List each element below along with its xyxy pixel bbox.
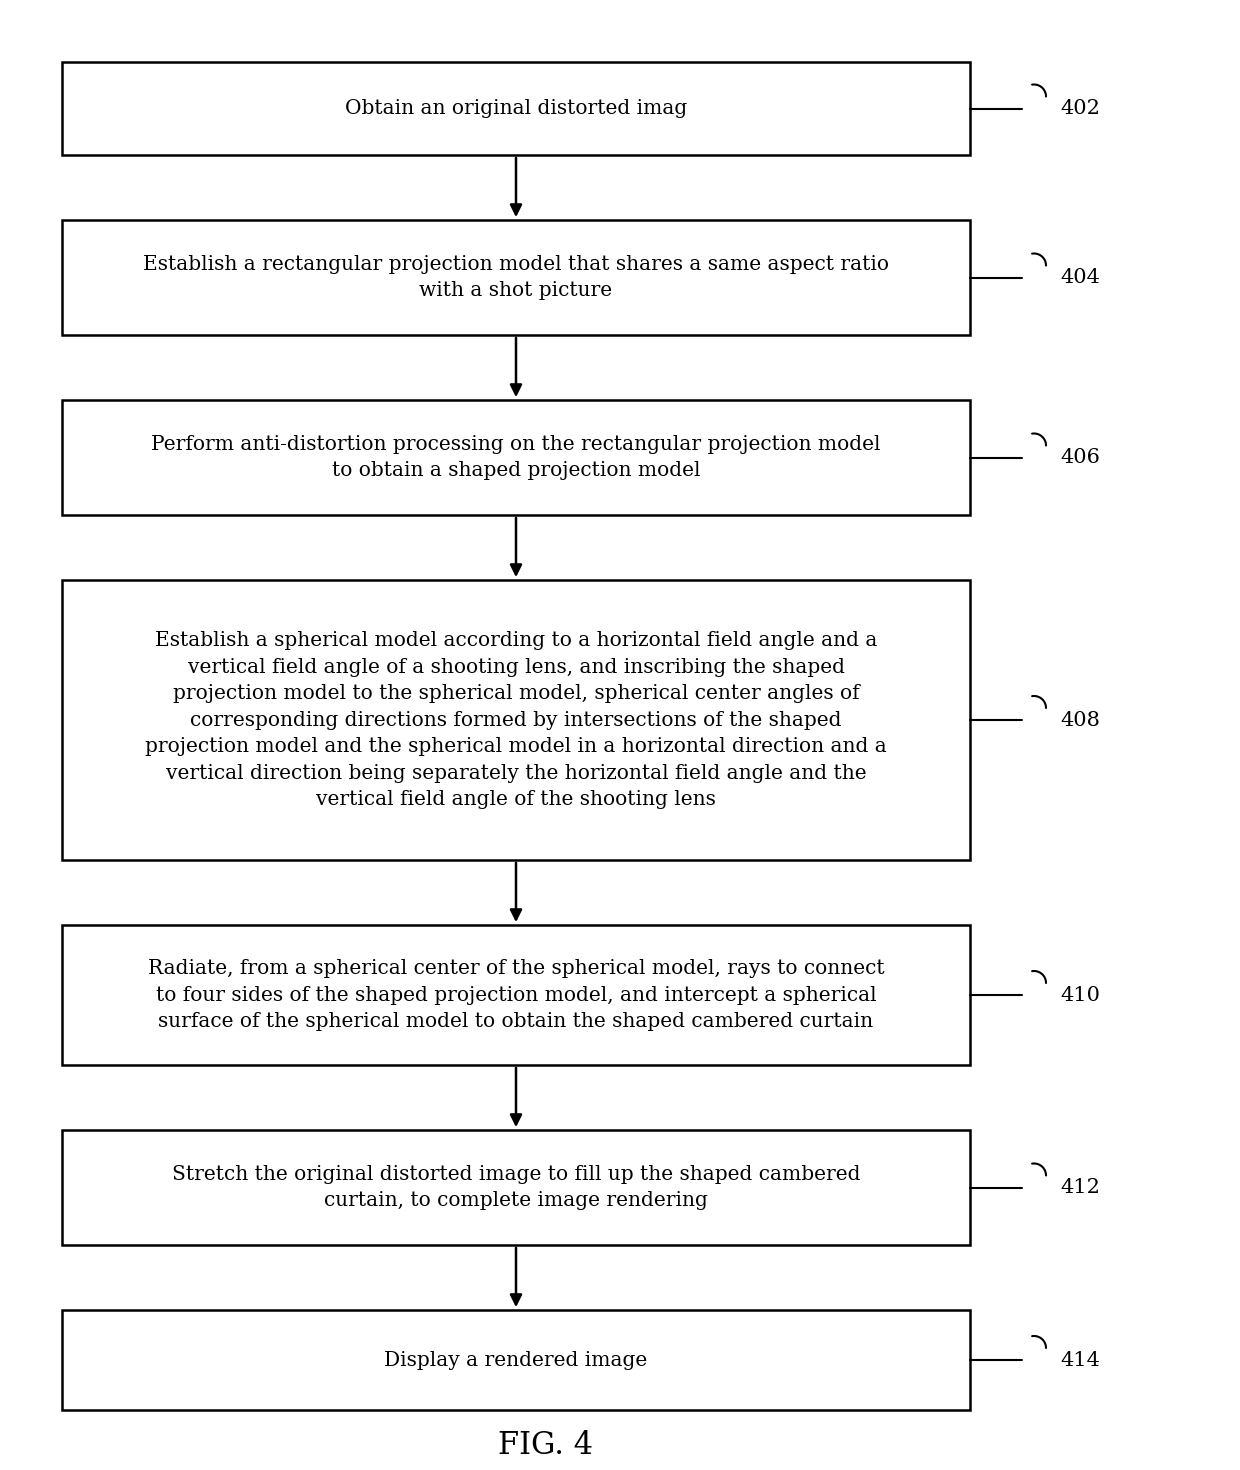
- Bar: [62, 62, 970, 154]
- Bar: [62, 925, 970, 1064]
- Text: 406: 406: [1060, 448, 1100, 467]
- Text: Establish a spherical model according to a horizontal field angle and a
vertical: Establish a spherical model according to…: [145, 631, 887, 809]
- Text: 410: 410: [1060, 985, 1100, 1004]
- Text: Perform anti-distortion processing on the rectangular projection model
to obtain: Perform anti-distortion processing on th…: [151, 435, 880, 481]
- Bar: [62, 1130, 970, 1245]
- Text: Obtain an original distorted imag: Obtain an original distorted imag: [345, 98, 687, 118]
- Text: Establish a rectangular projection model that shares a same aspect ratio
with a : Establish a rectangular projection model…: [143, 254, 889, 300]
- Bar: [62, 581, 970, 860]
- Text: 412: 412: [1060, 1177, 1100, 1197]
- Text: 408: 408: [1060, 710, 1100, 729]
- Text: Radiate, from a spherical center of the spherical model, rays to connect
to four: Radiate, from a spherical center of the …: [148, 958, 884, 1030]
- Text: 402: 402: [1060, 98, 1100, 118]
- Text: 404: 404: [1060, 268, 1100, 287]
- Text: 414: 414: [1060, 1351, 1100, 1370]
- Bar: [62, 1310, 970, 1410]
- Bar: [62, 400, 970, 514]
- Text: Display a rendered image: Display a rendered image: [384, 1351, 647, 1370]
- Text: Stretch the original distorted image to fill up the shaped cambered
curtain, to : Stretch the original distorted image to …: [172, 1164, 861, 1210]
- Bar: [62, 220, 970, 335]
- Text: FIG. 4: FIG. 4: [498, 1429, 593, 1461]
